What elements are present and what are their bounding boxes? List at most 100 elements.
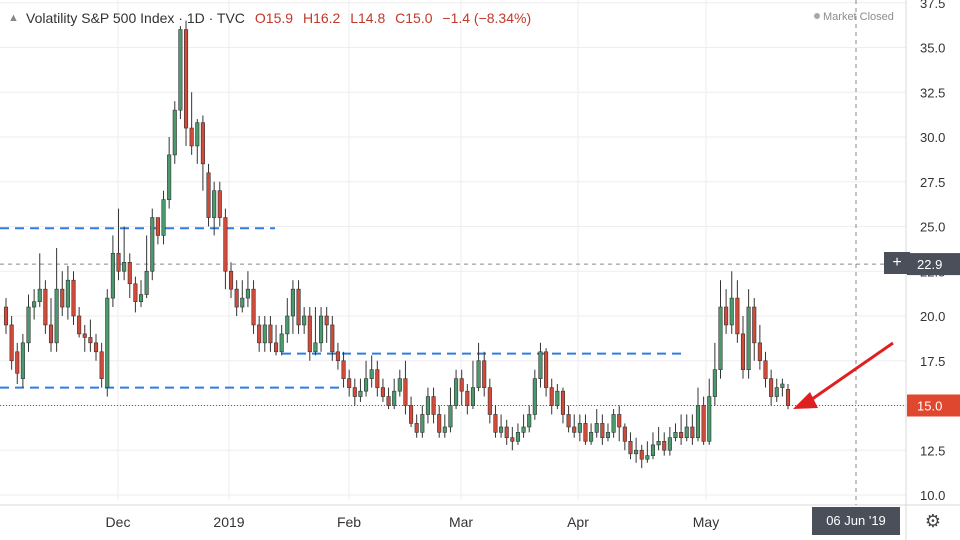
candle-body-down bbox=[510, 437, 515, 442]
crosshair-date-badge: 06 Jun '19 bbox=[812, 507, 900, 535]
candle-body-up bbox=[37, 288, 42, 302]
candle-body-up bbox=[110, 253, 115, 299]
candle-body-up bbox=[470, 387, 475, 406]
change-value: −1.4 (−8.34%) bbox=[442, 10, 532, 26]
candle-body-down bbox=[409, 405, 414, 424]
candle-body-down bbox=[487, 387, 492, 415]
candle-body-up bbox=[364, 378, 369, 392]
candle-body-down bbox=[99, 351, 104, 379]
candle-body-down bbox=[752, 306, 757, 344]
candle-body-up bbox=[594, 423, 599, 433]
candle-body-down bbox=[628, 440, 633, 455]
candle-body-up bbox=[521, 426, 526, 433]
candle-body-up bbox=[178, 29, 183, 111]
candle-body-up bbox=[358, 390, 363, 397]
candle-body-down bbox=[206, 172, 211, 218]
candle-body-down bbox=[465, 390, 470, 406]
candle-body-down bbox=[386, 396, 391, 406]
candle-body-down bbox=[71, 279, 76, 317]
candle-body-down bbox=[566, 414, 571, 428]
candle-body-down bbox=[88, 337, 93, 344]
crosshair-price-label: 22.9 bbox=[917, 257, 942, 272]
candle-body-down bbox=[757, 342, 762, 362]
candle-body-up bbox=[774, 387, 779, 397]
candle-body-down bbox=[223, 217, 228, 272]
candle-body-up bbox=[212, 190, 217, 218]
y-tick-label: 37.5 bbox=[920, 0, 945, 11]
candle-body-down bbox=[133, 283, 138, 302]
candle-body-up bbox=[527, 414, 532, 428]
candle-body-up bbox=[656, 440, 661, 446]
candle-body-up bbox=[420, 414, 425, 433]
candle-body-down bbox=[324, 315, 329, 326]
candle-body-down bbox=[296, 288, 301, 326]
candle-body-up bbox=[397, 378, 402, 392]
y-tick-label: 30.0 bbox=[920, 130, 945, 145]
candle-body-down bbox=[335, 351, 340, 362]
candle-body-down bbox=[330, 324, 335, 353]
status-dot-icon bbox=[814, 13, 820, 19]
candle-body-down bbox=[307, 315, 312, 353]
candle-body-down bbox=[763, 360, 768, 379]
candle-body-up bbox=[245, 288, 250, 299]
candle-body-up bbox=[290, 288, 295, 317]
candle-body-down bbox=[15, 351, 20, 374]
candle-body-up bbox=[195, 122, 200, 147]
candle-body-up bbox=[392, 390, 397, 406]
candle-body-up bbox=[54, 288, 59, 344]
candle-body-up bbox=[161, 199, 166, 236]
candle-body-up bbox=[425, 396, 430, 415]
candle-body-down bbox=[127, 261, 132, 285]
candle-body-up bbox=[144, 270, 149, 295]
candle-body-down bbox=[60, 288, 65, 308]
candle-body-up bbox=[780, 383, 785, 388]
low-value: L14.8 bbox=[350, 10, 386, 26]
candle-body-up bbox=[707, 396, 712, 442]
candle-body-up bbox=[673, 432, 678, 439]
add-alert-button[interactable]: + bbox=[884, 252, 910, 274]
candle-body-down bbox=[724, 306, 729, 326]
candle-body-up bbox=[319, 315, 324, 344]
candle-body-up bbox=[32, 301, 37, 308]
candle-body-up bbox=[555, 390, 560, 406]
candle-body-up bbox=[712, 369, 717, 397]
candle-body-down bbox=[189, 127, 194, 147]
candle-body-up bbox=[313, 342, 318, 353]
candle-body-down bbox=[544, 351, 549, 388]
candle-body-down bbox=[352, 387, 357, 397]
candle-body-down bbox=[347, 378, 352, 388]
candle-body-down bbox=[77, 315, 82, 335]
x-tick-label: May bbox=[693, 514, 719, 530]
candle-body-down bbox=[82, 333, 87, 338]
candle-body-down bbox=[437, 414, 442, 433]
candle-body-down bbox=[639, 449, 644, 460]
gear-icon[interactable]: ⚙ bbox=[924, 511, 942, 531]
chevron-up-icon[interactable]: ▲ bbox=[8, 12, 19, 24]
candle-body-up bbox=[476, 360, 481, 388]
candle-body-down bbox=[380, 387, 385, 397]
candle-body-up bbox=[448, 405, 453, 428]
candle-body-down bbox=[493, 414, 498, 433]
y-tick-label: 32.5 bbox=[920, 85, 945, 100]
x-tick-label: Mar bbox=[449, 514, 473, 530]
candle-body-up bbox=[369, 369, 374, 379]
candle-body-up bbox=[589, 432, 594, 442]
chart-legend: ▲ Volatility S&P 500 Index · 1D · TVC O1… bbox=[8, 8, 537, 28]
symbol-label[interactable]: Volatility S&P 500 Index · 1D · TVC bbox=[26, 10, 245, 26]
candle-body-up bbox=[172, 109, 177, 156]
candle-body-down bbox=[200, 122, 205, 165]
y-tick-label: 25.0 bbox=[920, 220, 945, 235]
market-status: Market Closed bbox=[814, 11, 894, 23]
open-value: O15.9 bbox=[254, 10, 294, 26]
candle-body-down bbox=[375, 369, 380, 388]
y-tick-label: 12.5 bbox=[920, 443, 945, 458]
candle-body-up bbox=[454, 378, 459, 406]
candle-body-down bbox=[217, 190, 222, 218]
candle-body-down bbox=[600, 423, 605, 439]
x-tick-label: Feb bbox=[337, 514, 361, 530]
candle-body-down bbox=[701, 405, 706, 442]
candle-body-down bbox=[414, 423, 419, 433]
candle-body-down bbox=[234, 288, 239, 308]
